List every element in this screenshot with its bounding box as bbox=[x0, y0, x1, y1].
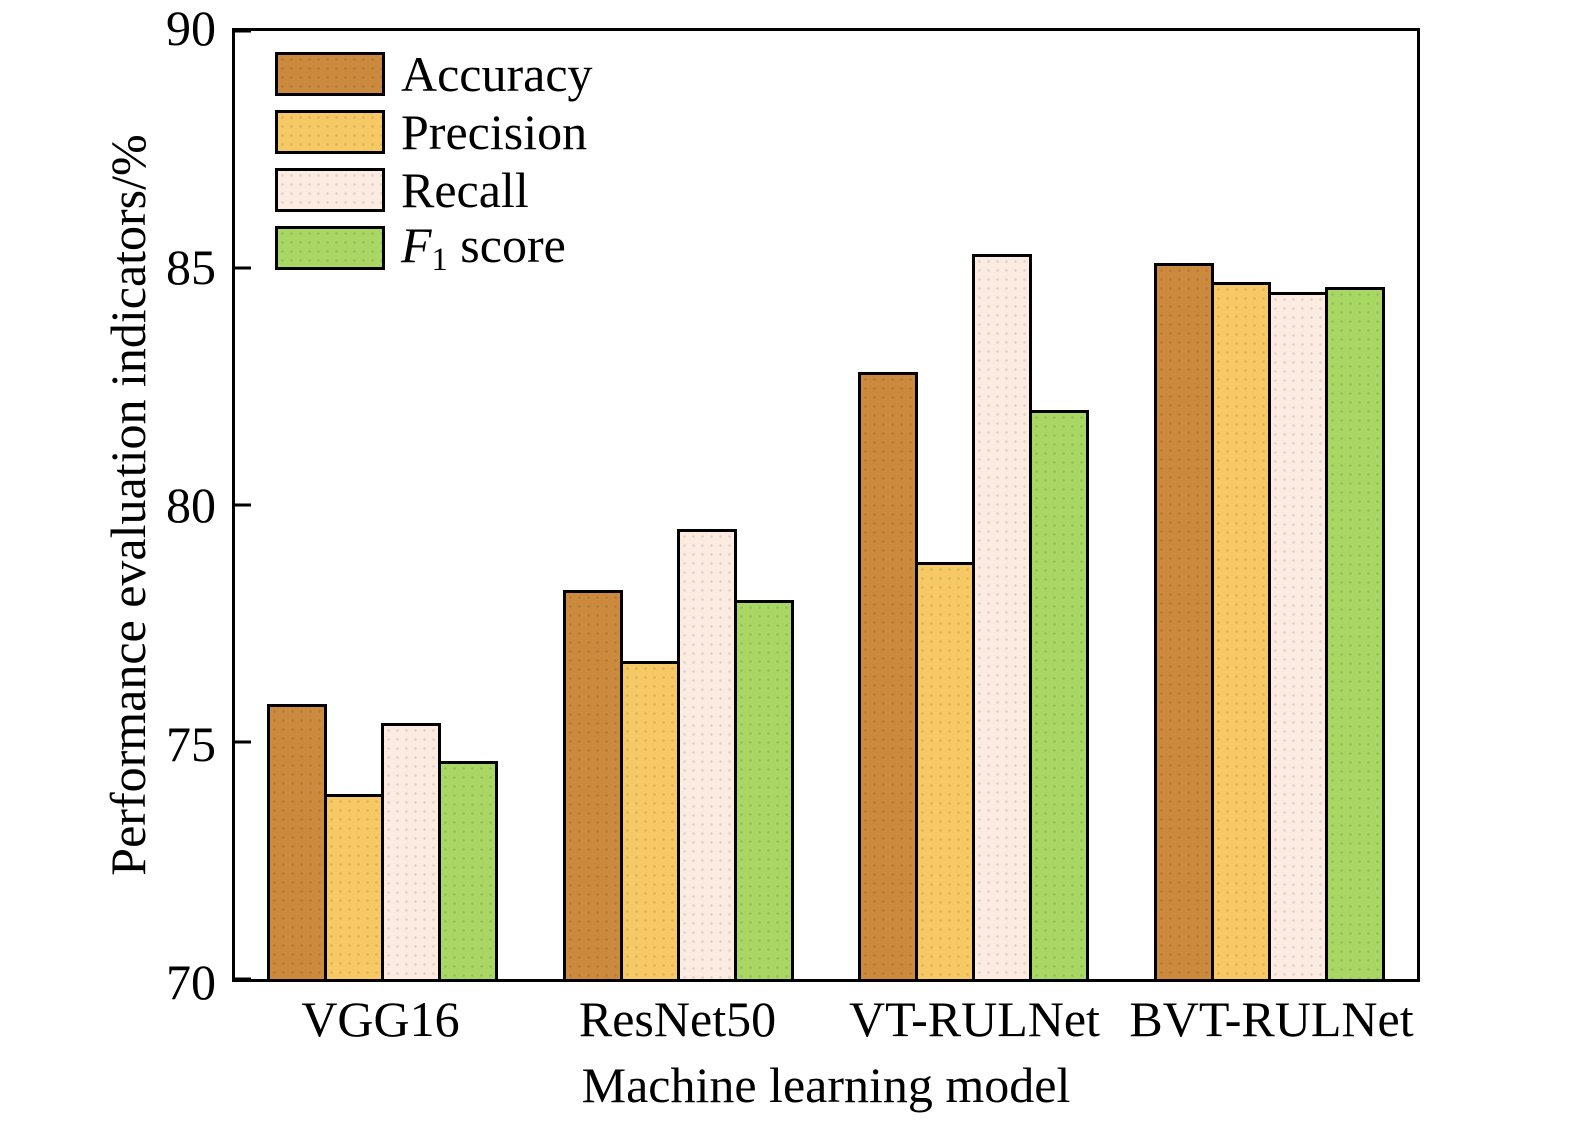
bar-f1-score-bvt-rulnet bbox=[1324, 286, 1385, 979]
bar-accuracy-bvt-rulnet bbox=[1153, 263, 1214, 979]
bar-recall-vt-rulnet bbox=[972, 253, 1033, 979]
legend-item-recall: Recall bbox=[275, 164, 593, 216]
bar-recall-vgg16 bbox=[381, 723, 442, 979]
bar-f1-score-vgg16 bbox=[438, 760, 499, 979]
bar-accuracy-vt-rulnet bbox=[858, 372, 919, 979]
bar-recall-resnet50 bbox=[676, 528, 737, 979]
legend-item-accuracy: Accuracy bbox=[275, 48, 593, 100]
bar-groups bbox=[235, 31, 1417, 979]
legend-item-f1-score: F1 score bbox=[275, 219, 593, 277]
y-tick-mark bbox=[235, 977, 251, 981]
legend-label-accuracy: Accuracy bbox=[401, 45, 593, 102]
plot-area: Accuracy Precision Recall F1 score bbox=[232, 28, 1420, 982]
bar-group-resnet50 bbox=[531, 31, 827, 979]
y-tick-label-85: 85 bbox=[166, 238, 216, 295]
y-tick-mark bbox=[235, 266, 251, 270]
x-tick-label-bvt-rulnet: BVT-RULNet bbox=[1129, 991, 1414, 1047]
legend-swatch-accuracy bbox=[275, 52, 385, 96]
y-tick-label-75: 75 bbox=[166, 715, 216, 772]
bar-precision-bvt-rulnet bbox=[1210, 282, 1271, 979]
x-tick-label-vgg16: VGG16 bbox=[301, 991, 460, 1047]
legend-swatch-recall bbox=[275, 168, 385, 212]
legend-swatch-precision bbox=[275, 110, 385, 154]
y-tick-label-70: 70 bbox=[166, 954, 216, 1010]
legend: Accuracy Precision Recall F1 score bbox=[275, 48, 593, 283]
bar-group-bvt-rulnet bbox=[1122, 31, 1418, 979]
y-tick-mark bbox=[235, 740, 251, 744]
bar-accuracy-resnet50 bbox=[562, 590, 623, 979]
bar-accuracy-vgg16 bbox=[267, 704, 328, 979]
bar-group-vgg16 bbox=[235, 31, 531, 979]
y-tick-mark bbox=[235, 503, 251, 507]
x-tick-label-resnet50: ResNet50 bbox=[578, 991, 777, 1047]
y-tick-label-80: 80 bbox=[166, 477, 216, 533]
bar-group-vt-rulnet bbox=[826, 31, 1122, 979]
bar-precision-resnet50 bbox=[619, 661, 680, 979]
bar-f1-score-resnet50 bbox=[733, 599, 794, 979]
bar-precision-vt-rulnet bbox=[915, 561, 976, 979]
y-tick-label-90: 90 bbox=[166, 0, 216, 56]
x-tick-label-vt-rulnet: VT-RULNet bbox=[849, 991, 1100, 1047]
legend-label-precision: Precision bbox=[401, 103, 588, 160]
bar-f1-score-vt-rulnet bbox=[1029, 410, 1090, 979]
y-tick-mark bbox=[235, 29, 251, 33]
y-axis-labels: 70 75 80 85 90 bbox=[0, 3, 222, 1007]
legend-swatch-f1-score bbox=[275, 226, 385, 270]
bar-precision-vgg16 bbox=[324, 794, 385, 979]
x-axis-title: Machine learning model bbox=[581, 1057, 1071, 1113]
x-axis-labels: VGG16 ResNet50 VT-RULNet BVT-RULNet bbox=[232, 992, 1420, 1047]
bar-recall-bvt-rulnet bbox=[1267, 291, 1328, 979]
legend-item-precision: Precision bbox=[275, 106, 593, 158]
legend-label-f1-score: F1 score bbox=[401, 216, 566, 278]
legend-label-recall: Recall bbox=[401, 161, 529, 218]
